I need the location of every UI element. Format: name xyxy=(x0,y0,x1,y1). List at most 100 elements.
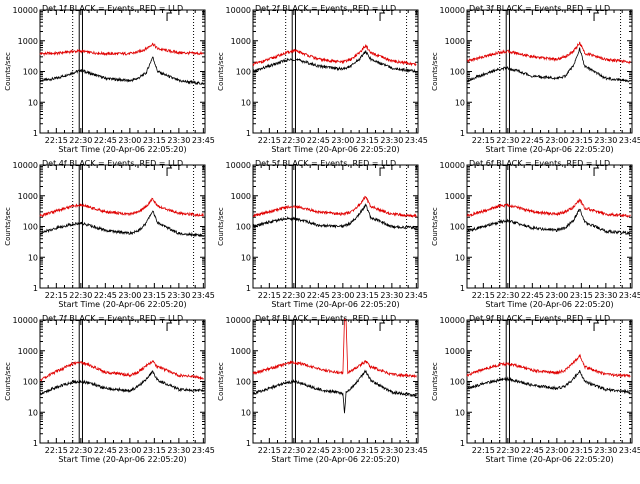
x-tick-label: 23:30 xyxy=(594,446,617,455)
x-axis-label: Start Time (20-Apr-06 22:05:20) xyxy=(58,455,186,464)
series-line-events xyxy=(466,208,631,236)
series-line-lld xyxy=(252,44,417,67)
y-tick-label: 1 xyxy=(33,129,38,138)
x-tick-label: 22:15 xyxy=(258,291,281,300)
x-axis-label: Start Time (20-Apr-06 22:05:20) xyxy=(485,455,613,464)
series-line-lld xyxy=(466,198,631,219)
x-tick-label: 22:45 xyxy=(307,136,330,145)
y-axis-label: Counts/sec xyxy=(217,52,225,91)
chart-title: Det 3f BLACK = Events, RED = LLD xyxy=(469,4,610,13)
x-tick-label: 22:30 xyxy=(69,291,92,300)
y-tick-label: 10000 xyxy=(226,6,251,15)
series-line-events xyxy=(252,203,417,231)
x-tick-label: 23:30 xyxy=(380,291,403,300)
y-tick-label: 10 xyxy=(241,98,251,107)
series-line-events xyxy=(39,210,204,238)
chart-panel-3: 1 10 100 1000 10000 22:15 22:30 22:45 23:00 23:15… xyxy=(431,4,640,154)
x-tick-label: 23:30 xyxy=(167,446,190,455)
y-tick-label: 10000 xyxy=(13,161,38,170)
x-tick-label: 22:45 xyxy=(307,291,330,300)
x-tick-label: 22:45 xyxy=(94,291,117,300)
x-tick-label: 23:15 xyxy=(356,136,379,145)
plot-frame xyxy=(39,319,206,444)
x-tick-label: 22:45 xyxy=(94,446,117,455)
series-line-events xyxy=(466,370,631,395)
y-tick-label: 1000 xyxy=(231,192,251,201)
bracket-mark xyxy=(593,167,600,176)
x-tick-label: 22:30 xyxy=(282,291,305,300)
x-tick-label: 22:30 xyxy=(69,446,92,455)
y-tick-label: 100 xyxy=(23,378,38,387)
y-tick-label: 1 xyxy=(246,439,251,448)
y-tick-label: 10000 xyxy=(440,316,465,325)
y-tick-label: 10000 xyxy=(226,316,251,325)
x-tick-label: 22:15 xyxy=(258,446,281,455)
y-tick-label: 10 xyxy=(28,98,38,107)
x-tick-label: 23:15 xyxy=(143,136,166,145)
y-tick-label: 10 xyxy=(455,408,465,417)
y-tick-label: 10 xyxy=(28,253,38,262)
x-tick-label: 23:00 xyxy=(545,291,568,300)
y-tick-label: 10 xyxy=(455,98,465,107)
x-tick-label: 22:45 xyxy=(94,136,117,145)
chart-title: Det 1f BLACK = Events, RED = LLD xyxy=(42,4,183,13)
x-tick-label: 23:15 xyxy=(570,136,593,145)
x-tick-label: 23:45 xyxy=(192,291,215,300)
x-axis-label: Start Time (20-Apr-06 22:05:20) xyxy=(485,145,613,154)
y-tick-label: 10000 xyxy=(440,6,465,15)
series-line-events xyxy=(39,370,204,396)
y-tick-label: 1000 xyxy=(18,37,38,46)
x-tick-label: 23:30 xyxy=(380,136,403,145)
x-tick-label: 23:45 xyxy=(619,136,640,145)
chart-panel-4: 1 10 100 1000 10000 22:15 22:30 22:45 23:00 23:15… xyxy=(4,159,215,309)
y-tick-label: 100 xyxy=(450,68,465,77)
x-tick-label: 23:15 xyxy=(570,446,593,455)
chart-title: Det 5f BLACK = Events, RED = LLD xyxy=(255,159,396,168)
y-tick-label: 100 xyxy=(23,223,38,232)
y-tick-label: 1000 xyxy=(445,37,465,46)
y-axis-label: Counts/sec xyxy=(4,207,12,246)
series-line-lld xyxy=(39,42,204,57)
chart-title: Det 2f BLACK = Events, RED = LLD xyxy=(255,4,396,13)
series-line-lld xyxy=(39,197,204,218)
plot-frame xyxy=(466,164,633,289)
chart-panel-2: 1 10 100 1000 10000 22:15 22:30 22:45 23:00 23:15… xyxy=(217,4,428,154)
y-tick-label: 1 xyxy=(246,129,251,138)
x-tick-label: 22:30 xyxy=(496,291,519,300)
chart-panel-1: 1 10 100 1000 10000 22:15 22:30 22:45 23:00 23:15… xyxy=(4,4,215,154)
y-tick-label: 1000 xyxy=(445,347,465,356)
chart-title: Det 9f BLACK = Events, RED = LLD xyxy=(469,314,610,323)
x-tick-label: 22:45 xyxy=(521,136,544,145)
series-line-events xyxy=(39,56,204,86)
x-tick-label: 22:15 xyxy=(472,291,495,300)
y-tick-label: 10 xyxy=(241,253,251,262)
x-axis-label: Start Time (20-Apr-06 22:05:20) xyxy=(271,455,399,464)
x-axis-label: Start Time (20-Apr-06 22:05:20) xyxy=(271,300,399,309)
bracket-mark xyxy=(379,12,386,21)
x-tick-label: 23:00 xyxy=(331,136,354,145)
chart-panel-6: 1 10 100 1000 10000 22:15 22:30 22:45 23:00 23:15… xyxy=(431,159,640,309)
plot-frame xyxy=(252,9,419,134)
y-axis-label: Counts/sec xyxy=(431,362,439,401)
x-axis-label: Start Time (20-Apr-06 22:05:20) xyxy=(58,145,186,154)
x-tick-label: 22:45 xyxy=(521,446,544,455)
bracket-mark xyxy=(593,12,600,21)
bracket-mark xyxy=(166,12,173,21)
x-tick-label: 23:30 xyxy=(594,136,617,145)
x-tick-label: 22:15 xyxy=(472,136,495,145)
y-tick-label: 100 xyxy=(23,68,38,77)
x-tick-label: 23:30 xyxy=(380,446,403,455)
x-tick-label: 23:15 xyxy=(143,291,166,300)
y-axis-label: Counts/sec xyxy=(4,362,12,401)
series-line-events xyxy=(466,47,631,83)
chart-title: Det 8f BLACK = Events, RED = LLD xyxy=(255,314,396,323)
y-tick-label: 1000 xyxy=(445,192,465,201)
x-tick-label: 23:15 xyxy=(570,291,593,300)
y-axis-label: Counts/sec xyxy=(217,362,225,401)
y-axis-label: Counts/sec xyxy=(431,207,439,246)
y-tick-label: 10 xyxy=(241,408,251,417)
y-tick-label: 100 xyxy=(236,378,251,387)
x-tick-label: 22:45 xyxy=(521,291,544,300)
